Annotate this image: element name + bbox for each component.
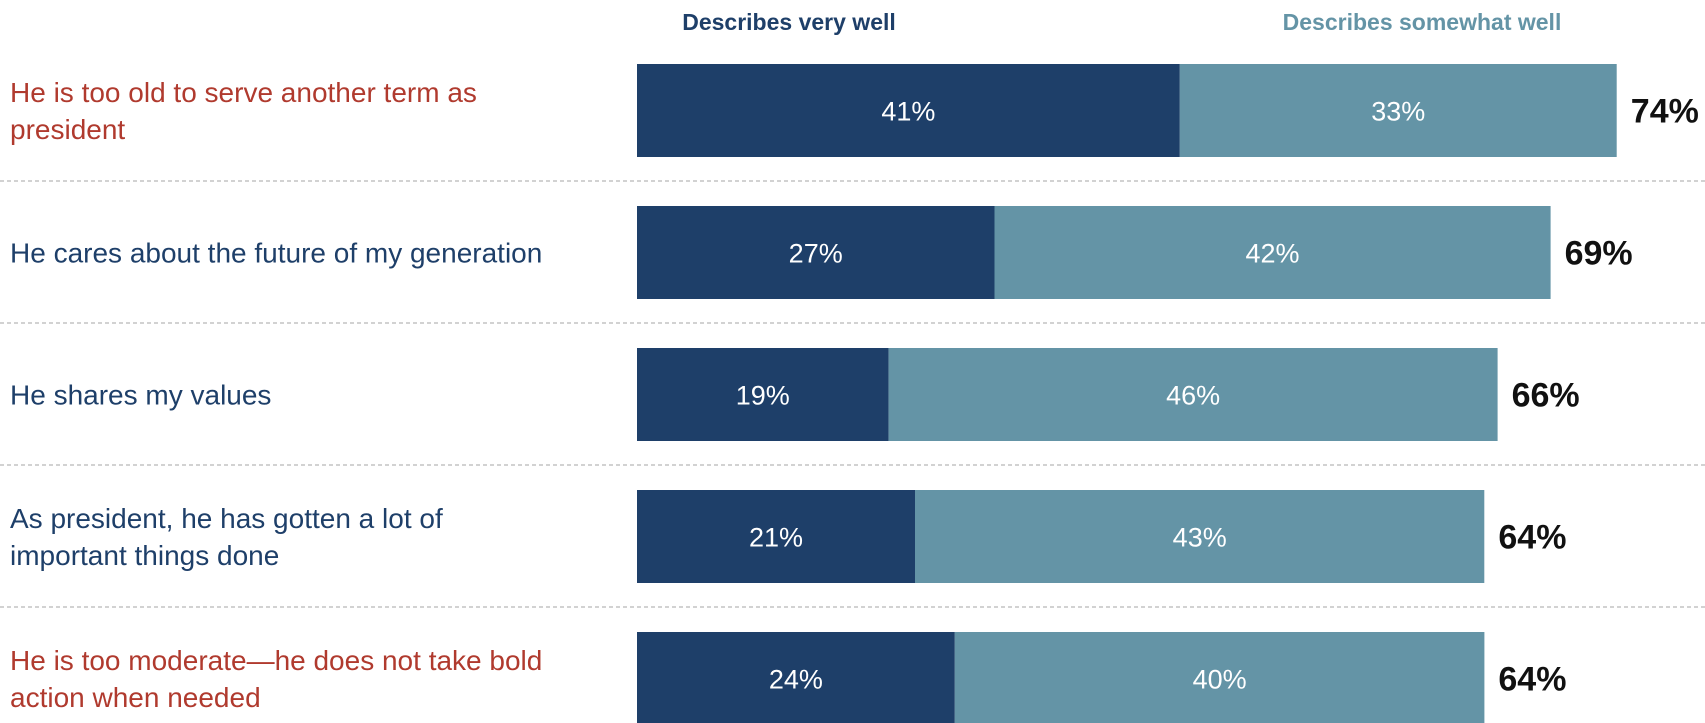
bar-segment-very-well <box>637 64 1180 157</box>
chart-row: He is too moderate—he does not take bold… <box>10 632 1566 723</box>
bar-segment-very-well <box>637 348 889 441</box>
category-label-line: He is too old to serve another term as <box>10 77 477 108</box>
category-label-line: He cares about the future of my generati… <box>10 238 542 269</box>
bar-value-label: 33% <box>1371 97 1425 127</box>
bar-value-label: 27% <box>789 239 843 269</box>
category-label: He shares my values <box>10 380 271 411</box>
category-label: He cares about the future of my generati… <box>10 238 542 269</box>
category-label-line: action when needed <box>10 682 261 713</box>
bar-total-label: 64% <box>1498 661 1566 699</box>
bar-value-label: 41% <box>881 97 935 127</box>
category-label: He is too old to serve another term as pr… <box>10 77 477 145</box>
bar-value-label: 19% <box>736 381 790 411</box>
chart-row: He cares about the future of my generati… <box>10 206 1633 299</box>
chart-row: He is too old to serve another term as pr… <box>10 64 1699 157</box>
bar-total-label: 69% <box>1565 235 1633 273</box>
bar-value-label: 46% <box>1166 381 1220 411</box>
bar-total-label: 66% <box>1512 377 1580 415</box>
category-label-line: As president, he has gotten a lot of <box>10 503 443 534</box>
bar-segment-very-well <box>637 206 995 299</box>
legend-item-somewhat-well: Describes somewhat well <box>1283 9 1562 35</box>
category-label: He is too moderate—he does not take bold… <box>10 645 542 713</box>
bar-segment-somewhat-well <box>994 206 1551 299</box>
bar-segment-very-well <box>637 632 955 723</box>
category-label-line: important things done <box>10 540 279 571</box>
bar-segment-very-well <box>637 490 915 583</box>
chart-legend: Describes very well Describes somewhat w… <box>682 9 1561 35</box>
category-label-line: He shares my values <box>10 380 271 411</box>
chart-rows: He is too old to serve another term as pr… <box>10 64 1699 723</box>
category-label-line: He is too moderate—he does not take bold <box>10 645 542 676</box>
bar-value-label: 21% <box>749 523 803 553</box>
chart-row: As president, he has gotten a lot of impo… <box>10 490 1566 583</box>
legend-item-very-well: Describes very well <box>682 9 896 35</box>
bar-segment-somewhat-well <box>888 348 1498 441</box>
bar-segment-somewhat-well <box>954 632 1485 723</box>
bar-value-label: 43% <box>1173 523 1227 553</box>
bar-value-label: 40% <box>1193 665 1247 695</box>
bar-value-label: 42% <box>1245 239 1299 269</box>
category-label-line: president <box>10 114 125 145</box>
bar-segment-somewhat-well <box>915 490 1485 583</box>
bar-segment-somewhat-well <box>1179 64 1617 157</box>
chart-row: He shares my values 19% 46% 66% <box>10 348 1580 441</box>
bar-value-label: 24% <box>769 665 823 695</box>
category-label: As president, he has gotten a lot of impo… <box>10 503 443 571</box>
bar-total-label: 74% <box>1631 93 1699 131</box>
bar-total-label: 64% <box>1498 519 1566 557</box>
